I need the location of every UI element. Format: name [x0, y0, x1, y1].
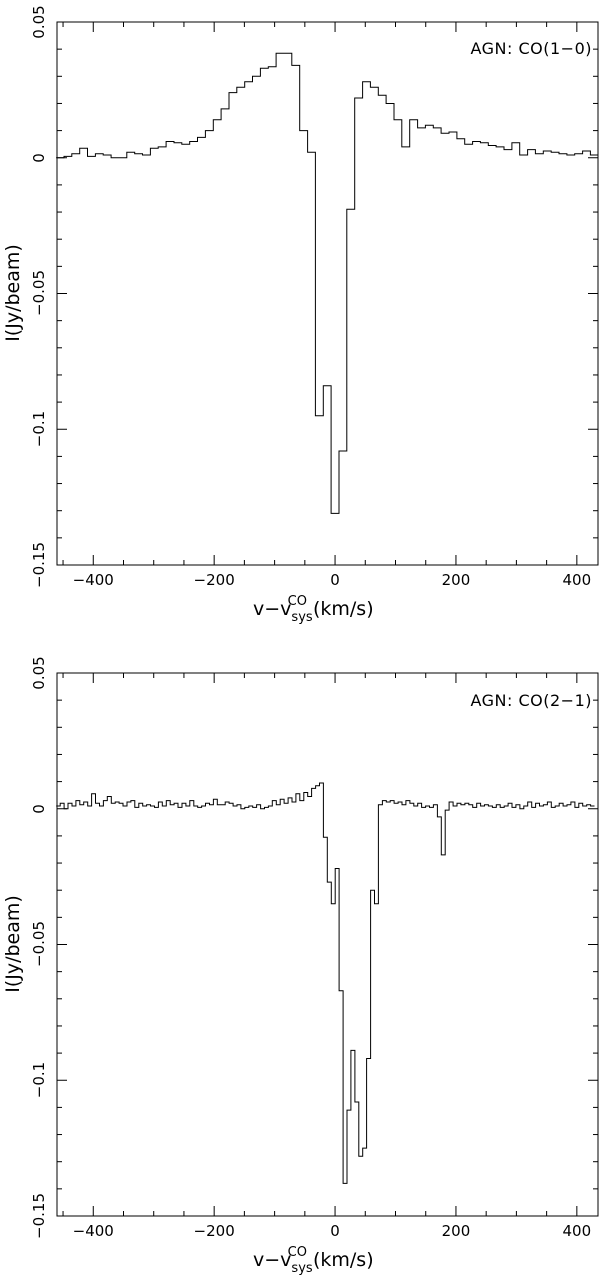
series-line-co10 — [56, 52, 599, 514]
x-axis-label-v: v−v — [253, 1249, 291, 1271]
y-tick-label: 0 — [30, 804, 48, 814]
x-axis-label-unit: (km/s) — [313, 598, 374, 620]
y-tick-label: 0.05 — [30, 656, 48, 689]
x-axis-label-sup: CO — [288, 594, 307, 609]
x-tick-labels: −400 −200 0 200 400 — [73, 571, 591, 589]
ticks — [57, 672, 598, 1217]
y-tick-labels: −0.15 −0.1 −0.05 0 0.05 — [30, 5, 48, 588]
chart-annotation: AGN: CO(2−1) — [470, 691, 592, 710]
x-axis-label-sub: sys — [291, 1261, 312, 1275]
y-axis-label: I(Jy/beam) — [2, 244, 24, 342]
x-tick-label: −400 — [73, 1222, 114, 1240]
x-tick-label: 400 — [563, 1222, 592, 1240]
x-axis-label: v−vsysCO (km/s) — [253, 1245, 374, 1275]
x-tick-label: 400 — [563, 571, 592, 589]
y-tick-label: −0.15 — [30, 1193, 48, 1239]
y-tick-label: −0.05 — [30, 270, 48, 316]
x-tick-label: −200 — [194, 1222, 235, 1240]
y-axis-label: I(Jy/beam) — [2, 895, 24, 993]
chart-annotation: AGN: CO(1−0) — [470, 39, 592, 58]
x-tick-label: 0 — [330, 1222, 340, 1240]
x-tick-labels: −400 −200 0 200 400 — [73, 1222, 591, 1240]
x-axis-label-sup: CO — [288, 1245, 307, 1260]
y-tick-label: −0.05 — [30, 921, 48, 967]
x-axis-label-v: v−v — [253, 598, 291, 620]
plot-frame — [56, 21, 599, 566]
x-axis-label-unit: (km/s) — [313, 1249, 374, 1271]
x-tick-label: −200 — [194, 571, 235, 589]
ticks — [57, 21, 598, 566]
y-tick-labels: −0.15 −0.1 −0.05 0 0.05 — [30, 656, 48, 1239]
x-axis-label: v−vsysCO (km/s) — [253, 594, 374, 625]
x-tick-label: 200 — [442, 1222, 471, 1240]
x-tick-label: 0 — [330, 571, 340, 589]
y-tick-label: −0.1 — [30, 411, 48, 447]
y-tick-label: 0 — [30, 153, 48, 163]
x-tick-label: −400 — [73, 571, 114, 589]
x-tick-label: 200 — [442, 571, 471, 589]
x-axis-label-sub: sys — [291, 610, 312, 625]
y-tick-label: −0.15 — [30, 542, 48, 588]
y-tick-label: 0.05 — [30, 5, 48, 38]
panel-co21: −0.15 −0.1 −0.05 0 0.05 −400 −200 0 200 400 … — [2, 656, 599, 1275]
panel-co10: −0.15 −0.1 −0.05 0 0.05 −400 −200 0 200 400 … — [2, 5, 599, 625]
series-line-co21 — [56, 782, 595, 1184]
y-tick-label: −0.1 — [30, 1062, 48, 1098]
plot-frame — [56, 672, 599, 1217]
